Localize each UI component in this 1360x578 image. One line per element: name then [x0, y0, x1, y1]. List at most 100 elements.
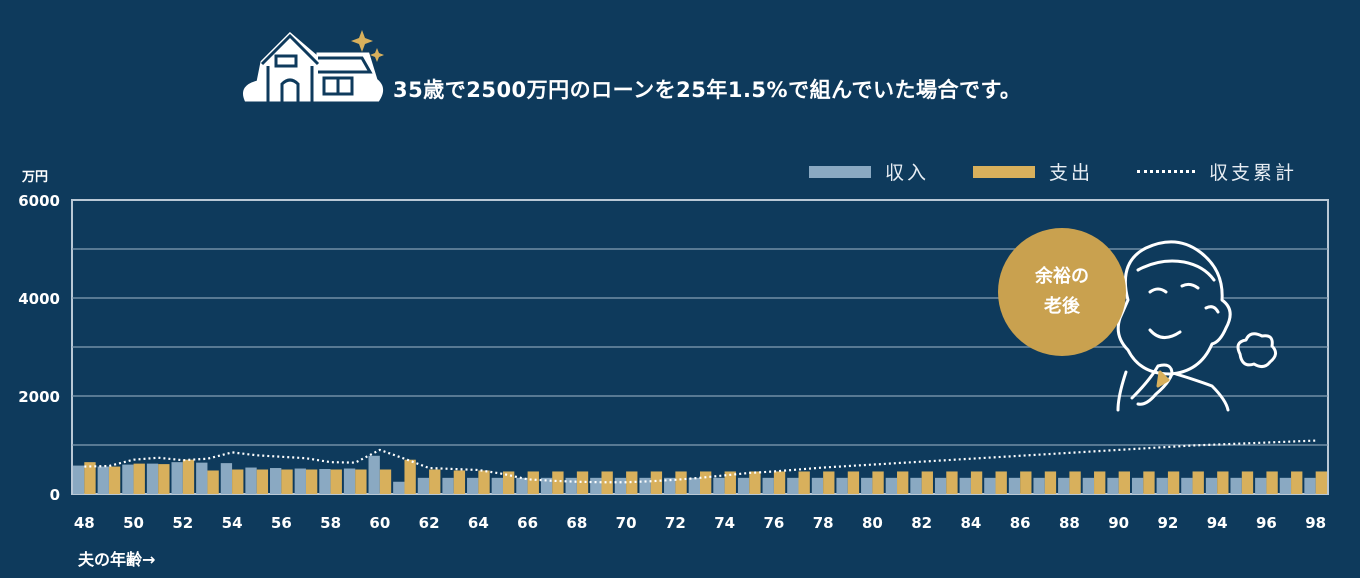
expense-bar — [749, 471, 761, 494]
income-bar — [1156, 477, 1168, 494]
expense-bar — [1291, 471, 1303, 494]
legend-income-label: 収入 — [885, 162, 930, 184]
x-tick-label: 50 — [123, 514, 144, 532]
expense-bar — [305, 469, 318, 494]
expense-bar — [1094, 471, 1106, 494]
expense-bar — [773, 471, 786, 494]
x-tick-label: 54 — [222, 514, 243, 532]
x-tick-label: 74 — [714, 514, 735, 532]
income-bar — [417, 477, 430, 494]
income-bar — [1304, 477, 1316, 494]
income-bar — [171, 462, 183, 494]
expense-bar — [675, 471, 687, 494]
x-tick-label: 92 — [1157, 514, 1178, 532]
x-axis-title: 夫の年齢→ — [78, 550, 156, 569]
expense-bar — [552, 471, 564, 494]
income-bar — [1230, 477, 1242, 494]
y-axis-unit: 万円 — [22, 170, 49, 185]
income-bar — [368, 455, 380, 494]
income-bar — [294, 468, 306, 494]
legend-cumulative-label: 収支累計 — [1209, 162, 1298, 184]
income-bar — [1107, 477, 1119, 494]
expense-bar — [650, 471, 663, 494]
y-tick-label: 0 — [50, 486, 60, 504]
house-icon — [243, 31, 383, 106]
expense-bar — [700, 471, 712, 494]
income-bar — [245, 467, 257, 494]
expense-bar — [995, 471, 1007, 494]
income-bar — [1181, 477, 1193, 494]
sparkle-icon — [351, 30, 384, 62]
x-tick-label: 96 — [1256, 514, 1277, 532]
income-bar — [737, 477, 750, 494]
expense-bar — [1143, 471, 1155, 494]
y-tick-label: 4000 — [18, 290, 60, 308]
expense-bar — [1192, 471, 1204, 494]
expense-bar — [1118, 471, 1130, 494]
income-bar — [836, 477, 848, 494]
legend-cumulative: 収支累計 — [1137, 158, 1297, 185]
y-tick-label: 6000 — [18, 192, 60, 210]
income-bar — [885, 477, 898, 494]
expense-bar — [379, 469, 392, 494]
x-tick-label: 48 — [74, 514, 95, 532]
income-bar — [1033, 477, 1045, 494]
expense-bar — [1167, 471, 1180, 494]
expense-bar — [281, 469, 293, 494]
income-bar — [1279, 477, 1292, 494]
income-bar — [614, 477, 627, 494]
x-tick-label: 88 — [1059, 514, 1080, 532]
income-bar — [590, 477, 602, 494]
income-bar — [713, 477, 725, 494]
y-tick-label: 2000 — [18, 388, 60, 406]
income-bar — [146, 463, 159, 494]
badge-line-1: 余裕の — [1035, 266, 1089, 287]
expense-bar — [626, 471, 638, 494]
income-bar — [565, 477, 577, 494]
legend-expense-swatch — [973, 165, 1035, 178]
expense-bar — [478, 470, 490, 494]
income-bar — [910, 477, 922, 494]
expense-bar — [1241, 471, 1254, 494]
x-tick-label: 98 — [1305, 514, 1326, 532]
x-tick-label: 86 — [1010, 514, 1031, 532]
expense-bar — [872, 471, 884, 494]
income-bar — [762, 477, 774, 494]
legend-income: 収入 — [809, 158, 929, 185]
expense-bar — [502, 471, 515, 494]
x-tick-label: 58 — [320, 514, 341, 532]
expense-bar — [84, 462, 96, 494]
expense-bar — [798, 471, 810, 494]
income-bar — [1205, 477, 1218, 494]
expense-bar — [429, 469, 441, 494]
income-bar — [196, 462, 208, 494]
loan-condition-note: 35歳で2500万円のローンを25年1.5%で組んでいた場合です。 — [393, 78, 1022, 102]
income-bar — [540, 477, 553, 494]
expense-bar — [921, 471, 933, 494]
income-bar — [442, 477, 454, 494]
expense-bar — [1315, 471, 1328, 494]
income-bar — [393, 481, 405, 494]
expense-bar — [601, 471, 613, 494]
x-tick-label: 56 — [271, 514, 292, 532]
expense-bar — [158, 464, 170, 494]
expense-bar — [823, 471, 835, 494]
cumulative-line-layer — [84, 439, 1316, 484]
income-bar — [984, 477, 996, 494]
income-bar — [72, 465, 85, 494]
income-bar — [934, 477, 947, 494]
expense-bar — [1020, 471, 1032, 494]
income-bar — [319, 469, 331, 494]
expense-bar — [1266, 471, 1278, 494]
legend-income-swatch — [809, 165, 871, 178]
income-bar — [664, 477, 676, 494]
x-tick-label: 62 — [419, 514, 440, 532]
income-bar — [959, 477, 971, 494]
income-bar — [343, 468, 356, 494]
x-tick-label: 90 — [1108, 514, 1129, 532]
legend-expense: 支出 — [973, 158, 1093, 185]
x-tick-label: 52 — [172, 514, 193, 532]
income-bar — [220, 463, 233, 494]
legend-expense-label: 支出 — [1049, 162, 1094, 184]
